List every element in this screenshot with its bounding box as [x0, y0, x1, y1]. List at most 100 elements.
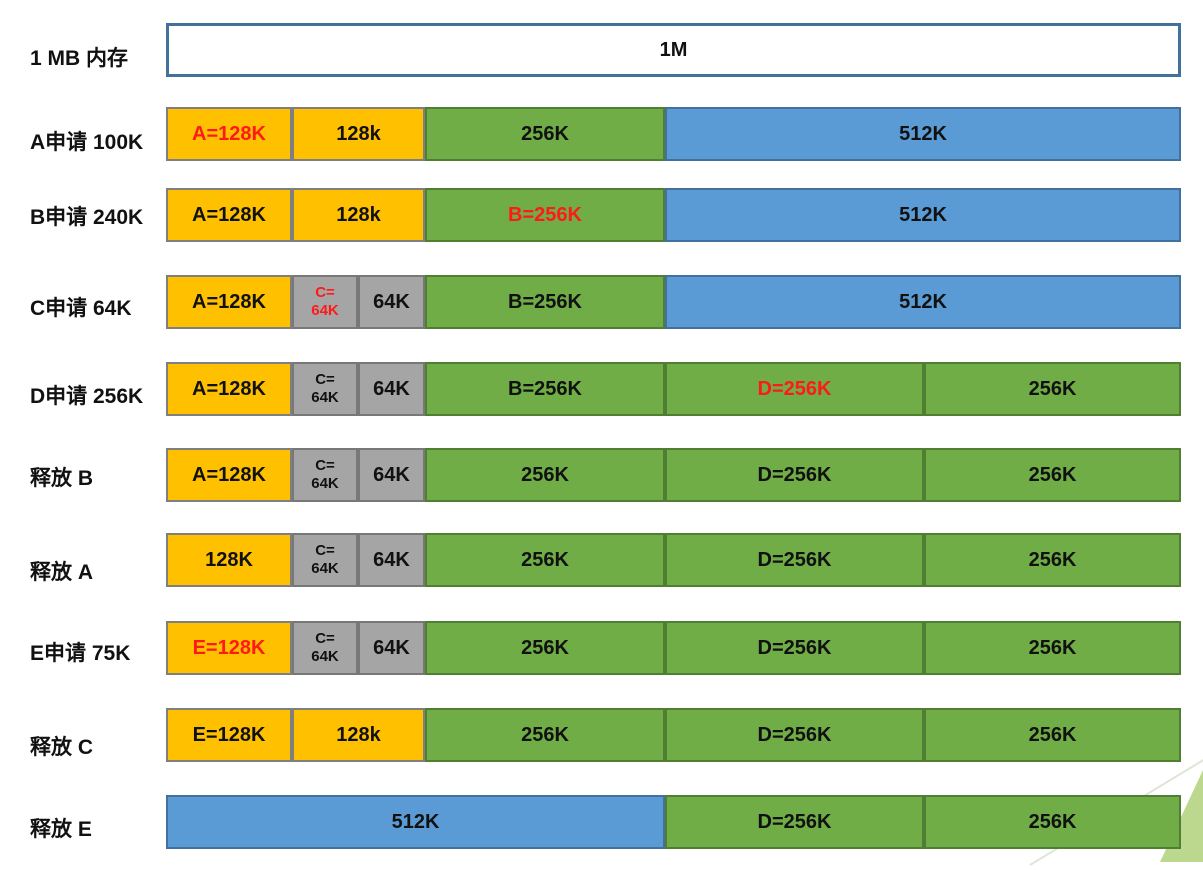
row-label: A申请 100K — [30, 131, 144, 154]
memory-block: A=128K — [166, 275, 292, 329]
memory-block: A=128K — [166, 362, 292, 416]
memory-block: 512K — [665, 275, 1181, 329]
memory-block-label: A=128K — [192, 464, 266, 486]
memory-block: 128k — [292, 188, 425, 242]
memory-block-label: 64K — [373, 637, 410, 659]
row-label: 释放 C — [30, 736, 93, 759]
memory-block: 256K — [425, 448, 665, 502]
memory-block: 256K — [425, 107, 665, 161]
memory-block-label: A=128K — [192, 123, 266, 145]
memory-block-label: C= 64K — [311, 630, 339, 665]
memory-block: 64K — [358, 533, 425, 587]
memory-block-label: 1M — [659, 39, 688, 61]
memory-block: D=256K — [665, 621, 924, 675]
memory-block-label: 64K — [373, 291, 410, 313]
memory-block-label: 512K — [899, 123, 947, 145]
memory-block-label: 256K — [1028, 637, 1077, 659]
memory-block: 64K — [358, 362, 425, 416]
memory-block: C= 64K — [292, 621, 358, 675]
memory-block-label: D=256K — [757, 637, 832, 659]
memory-block-label: C= 64K — [311, 457, 339, 492]
row-label: B申请 240K — [30, 206, 144, 229]
memory-block-label: 64K — [373, 378, 410, 400]
memory-block: 256K — [924, 448, 1181, 502]
memory-block-label: B=256K — [508, 204, 582, 226]
memory-block: D=256K — [665, 708, 924, 762]
memory-block-label: 512K — [391, 811, 440, 833]
memory-block: 256K — [924, 708, 1181, 762]
memory-block-label: B=256K — [508, 378, 582, 400]
memory-block-label: 512K — [899, 291, 947, 313]
memory-block-label: 256K — [1028, 378, 1077, 400]
memory-block: 256K — [924, 533, 1181, 587]
memory-block-label: 128K — [205, 549, 253, 571]
memory-block: B=256K — [425, 275, 665, 329]
memory-block: C= 64K — [292, 362, 358, 416]
memory-block-label: A=128K — [192, 378, 266, 400]
row-label: E申请 75K — [30, 642, 131, 665]
memory-block-label: 128k — [336, 724, 381, 746]
memory-block: 256K — [425, 708, 665, 762]
memory-block: 64K — [358, 275, 425, 329]
memory-block-label: 256K — [521, 123, 569, 145]
memory-block-label: 256K — [521, 724, 569, 746]
row-label: 释放 A — [30, 561, 93, 584]
memory-block: 256K — [924, 362, 1181, 416]
memory-block: D=256K — [665, 795, 924, 849]
memory-block: 1M — [166, 23, 1181, 77]
memory-block: D=256K — [665, 533, 924, 587]
memory-block-label: 64K — [373, 464, 410, 486]
memory-block: A=128K — [166, 107, 292, 161]
memory-block: 64K — [358, 448, 425, 502]
memory-block: C= 64K — [292, 448, 358, 502]
memory-block: 256K — [425, 621, 665, 675]
memory-block-label: 256K — [1028, 724, 1077, 746]
memory-block-label: 128k — [336, 123, 381, 145]
row-label: D申请 256K — [30, 385, 144, 408]
memory-block: E=128K — [166, 621, 292, 675]
memory-block: B=256K — [425, 362, 665, 416]
row-label: 释放 B — [30, 467, 93, 490]
memory-block-label: 256K — [1028, 811, 1077, 833]
memory-block-label: A=128K — [192, 291, 266, 313]
memory-block: A=128K — [166, 448, 292, 502]
memory-block-label: D=256K — [757, 549, 832, 571]
memory-block: D=256K — [665, 362, 924, 416]
memory-block: B=256K — [425, 188, 665, 242]
memory-block-label: 512K — [899, 204, 947, 226]
memory-block-label: D=256K — [757, 464, 832, 486]
row-label: 1 MB 内存 — [30, 47, 129, 70]
memory-block-label: 256K — [521, 464, 569, 486]
memory-block-label: 256K — [521, 637, 569, 659]
memory-block: 512K — [166, 795, 665, 849]
memory-block-label: C= 64K — [311, 284, 339, 319]
memory-block-label: 256K — [521, 549, 569, 571]
memory-block: D=256K — [665, 448, 924, 502]
row-label: 释放 E — [30, 818, 92, 841]
memory-block: 128k — [292, 107, 425, 161]
memory-block-label: B=256K — [508, 291, 582, 313]
memory-block-label: E=128K — [192, 724, 266, 746]
memory-block-label: 256K — [1028, 549, 1077, 571]
memory-block-label: A=128K — [192, 204, 266, 226]
memory-block-label: 64K — [373, 549, 410, 571]
memory-block-label: E=128K — [192, 637, 266, 659]
memory-block: A=128K — [166, 188, 292, 242]
memory-block-label: C= 64K — [311, 371, 339, 406]
memory-block: C= 64K — [292, 533, 358, 587]
memory-block-label: C= 64K — [311, 542, 339, 577]
memory-block: 512K — [665, 107, 1181, 161]
memory-block-label: D=256K — [757, 724, 832, 746]
memory-block: E=128K — [166, 708, 292, 762]
memory-block: 256K — [425, 533, 665, 587]
memory-block: 256K — [924, 621, 1181, 675]
row-label: C申请 64K — [30, 297, 132, 320]
memory-block: 512K — [665, 188, 1181, 242]
memory-block-label: 128k — [336, 204, 381, 226]
memory-block: C= 64K — [292, 275, 358, 329]
memory-block-label: 256K — [1028, 464, 1077, 486]
memory-block: 64K — [358, 621, 425, 675]
memory-block: 256K — [924, 795, 1181, 849]
memory-block-label: D=256K — [757, 378, 832, 400]
memory-block: 128K — [166, 533, 292, 587]
